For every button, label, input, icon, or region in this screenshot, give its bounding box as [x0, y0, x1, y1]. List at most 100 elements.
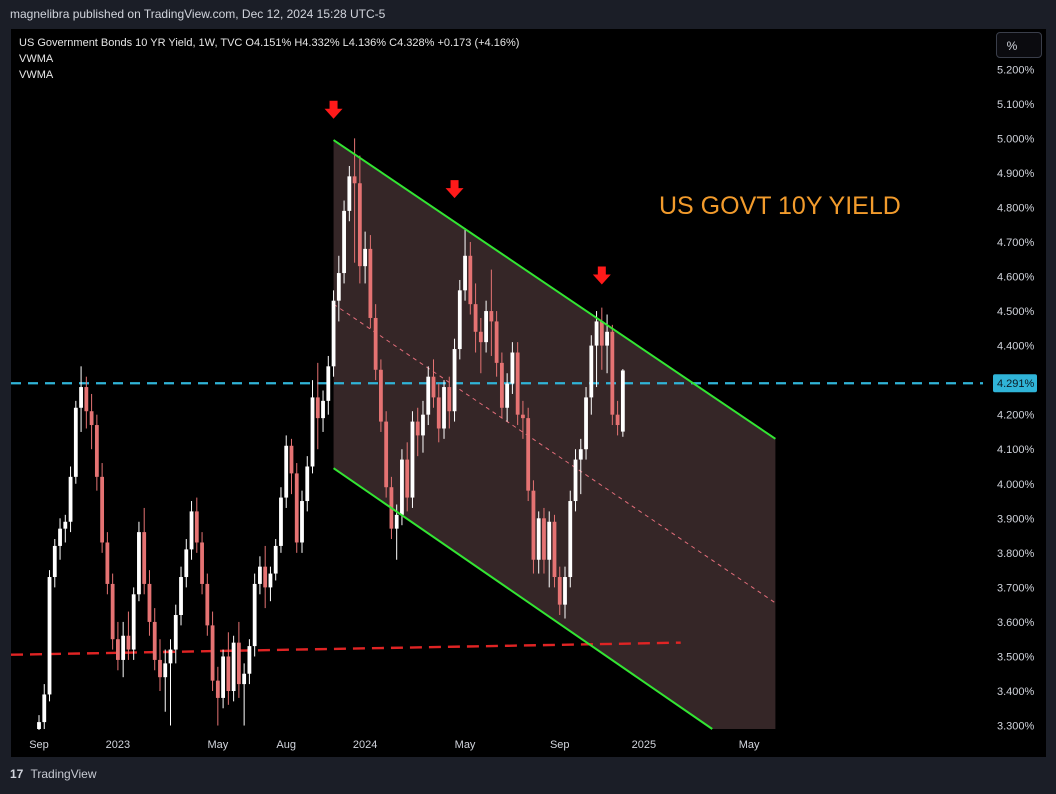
candle-down — [615, 414, 620, 426]
legend-indicator-vwma-2[interactable]: VWMA — [19, 69, 54, 81]
candle-up — [221, 656, 225, 698]
candle-up — [131, 594, 136, 650]
candle-down — [357, 183, 362, 267]
candle-up — [137, 532, 141, 595]
candle-down — [515, 352, 520, 415]
y-tick-label: 5.000% — [997, 133, 1035, 145]
candle-down — [415, 421, 420, 436]
candle-down — [379, 369, 383, 422]
candle-down — [147, 583, 152, 622]
chart-title: US GOVT 10Y YIELD — [659, 192, 901, 220]
candle-up — [563, 577, 567, 605]
down-arrow-icon — [592, 266, 611, 285]
candle-down — [489, 311, 494, 322]
y-tick-label: 3.600% — [997, 617, 1035, 629]
down-arrow-icon — [445, 180, 464, 199]
channel-fill — [333, 140, 776, 729]
x-tick-label: May — [455, 739, 476, 751]
tradingview-logo-icon: 17 — [10, 767, 24, 781]
candle-up — [510, 352, 515, 384]
y-tick-label: 4.500% — [997, 306, 1035, 318]
y-tick-label: 3.800% — [997, 548, 1035, 560]
current-price-label: 4.291% — [997, 378, 1035, 390]
price-chart[interactable]: US GOVT 10Y YIELD 5.200% 5.100% 5.000% 4.900… — [11, 29, 1046, 757]
candle-down — [557, 577, 562, 605]
candle-up — [584, 397, 588, 450]
y-tick-label: 3.900% — [997, 513, 1035, 525]
candle-up — [336, 273, 341, 301]
candle-down — [499, 362, 504, 408]
legend-indicator-vwma-1[interactable]: VWMA — [19, 53, 54, 65]
candle-up — [37, 722, 41, 729]
y-tick-label: 4.100% — [997, 444, 1035, 456]
x-tick-label: 2024 — [353, 739, 377, 751]
candle-up — [547, 521, 552, 560]
candle-up — [463, 255, 467, 291]
candle-down — [158, 659, 162, 678]
y-tick-label: 4.600% — [997, 272, 1035, 284]
x-tick-label: Sep — [29, 739, 49, 751]
publisher-text: magnelibra published on TradingView.com,… — [10, 7, 386, 21]
y-tick-label: 4.900% — [997, 168, 1035, 180]
candle-up — [573, 459, 578, 502]
candle-down — [373, 317, 378, 370]
candle-down — [100, 476, 105, 543]
candle-down — [200, 542, 204, 584]
candle-up — [426, 376, 431, 415]
candle-up — [121, 635, 126, 660]
legend-symbol-line: US Government Bonds 10 YR Yield, 1W, TVC… — [19, 37, 520, 49]
candle-up — [52, 545, 57, 578]
y-tick-label: 5.100% — [997, 99, 1035, 111]
y-tick-label: 5.200% — [997, 64, 1035, 76]
candle-down — [368, 248, 373, 318]
candle-down — [352, 176, 357, 184]
candle-up — [321, 400, 325, 419]
candle-down — [294, 473, 299, 543]
candle-up — [252, 583, 257, 647]
candle-up — [536, 518, 541, 560]
y-tick-label: 4.800% — [997, 202, 1035, 214]
top-bar: magnelibra published on TradingView.com,… — [0, 0, 1056, 28]
x-tick-label: Aug — [276, 739, 296, 751]
candle-up — [79, 387, 83, 408]
candle-down — [84, 387, 89, 412]
candle-down — [126, 635, 131, 650]
down-arrow-icon — [324, 100, 343, 119]
candle-up — [231, 642, 236, 692]
current-price-badge — [993, 374, 1037, 393]
candle-down — [521, 414, 525, 419]
candle-down — [215, 680, 220, 698]
candle-up — [247, 646, 252, 674]
candle-up — [273, 545, 278, 574]
percent-scale-button[interactable]: % — [996, 32, 1042, 58]
footer-brand: TradingView — [30, 767, 97, 781]
candle-up — [457, 290, 462, 350]
candle-up — [568, 501, 573, 578]
candle-up — [605, 331, 609, 346]
candle-up — [173, 615, 178, 650]
candle-up — [326, 366, 331, 401]
candle-down — [531, 490, 536, 560]
candle-down — [436, 397, 441, 429]
candle-up — [300, 501, 304, 543]
candle-down — [468, 255, 473, 305]
candle-up — [310, 397, 315, 467]
candle-up — [184, 549, 189, 578]
candle-down — [494, 321, 499, 363]
y-tick-label: 3.700% — [997, 582, 1035, 594]
candle-down — [116, 639, 120, 660]
y-tick-label: 4.700% — [997, 237, 1035, 249]
candle-up — [284, 445, 289, 498]
candle-up — [410, 421, 415, 498]
channel-mid-line — [333, 303, 776, 604]
x-tick-label: 2023 — [106, 739, 130, 751]
chart-legend: US Government Bonds 10 YR Yield, 1W, TVC… — [19, 35, 519, 83]
candle-down — [236, 642, 241, 685]
candle-up — [258, 566, 262, 584]
y-tick-label: 3.400% — [997, 686, 1035, 698]
candle-down — [315, 397, 320, 419]
candle-up — [268, 573, 273, 588]
candle-down — [447, 387, 452, 412]
candle-up — [68, 476, 73, 522]
chart-panel[interactable]: US GOVT 10Y YIELD 5.200% 5.100% 5.000% 4.900… — [11, 29, 1046, 757]
